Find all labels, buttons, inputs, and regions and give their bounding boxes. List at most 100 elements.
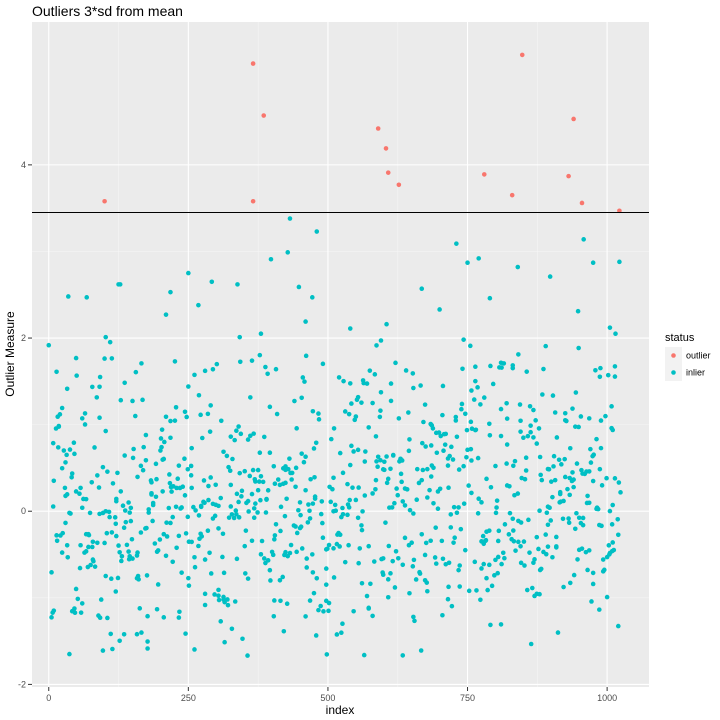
inlier-point (258, 552, 264, 557)
inlier-point (234, 491, 240, 497)
inlier-point (196, 392, 202, 398)
inlier-point (189, 485, 194, 491)
inlier-point (507, 510, 513, 516)
inlier-point (437, 307, 442, 312)
inlier-point (461, 337, 466, 342)
inlier-point (109, 530, 115, 535)
inlier-point (393, 549, 399, 554)
inlier-point (296, 284, 302, 290)
inlier-point (149, 480, 154, 485)
inlier-point (79, 505, 85, 511)
inlier-point (370, 491, 375, 496)
inlier-point (371, 559, 377, 564)
inlier-point (167, 480, 173, 486)
inlier-point (174, 545, 179, 551)
inlier-point (388, 398, 394, 404)
inlier-point (359, 523, 364, 528)
inlier-point (202, 557, 208, 562)
inlier-point (559, 462, 564, 467)
inlier-point (226, 464, 231, 470)
inlier-point (297, 525, 303, 531)
inlier-point (108, 576, 114, 581)
inlier-point (242, 468, 248, 474)
inlier-point (267, 567, 273, 573)
inlier-point (167, 472, 172, 477)
inlier-point (607, 508, 613, 514)
inlier-point (342, 559, 348, 565)
inlier-point (611, 547, 617, 553)
inlier-point (168, 520, 173, 526)
inlier-point (422, 402, 428, 407)
inlier-point (385, 476, 391, 482)
inlier-point (192, 564, 198, 570)
inlier-point (272, 598, 277, 603)
inlier-point (301, 459, 307, 465)
inlier-point (392, 585, 398, 590)
inlier-point (272, 533, 278, 538)
inlier-point (346, 411, 352, 417)
inlier-point (598, 445, 604, 451)
inlier-point (499, 365, 504, 370)
inlier-point (487, 562, 492, 568)
inlier-point (411, 385, 416, 391)
inlier-point (599, 523, 604, 529)
inlier-point (82, 411, 88, 416)
inlier-point (516, 352, 521, 357)
inlier-point (572, 526, 578, 532)
inlier-point (552, 410, 558, 415)
inlier-point (468, 343, 473, 349)
inlier-point (255, 510, 260, 515)
inlier-point (356, 485, 361, 490)
inlier-point (493, 510, 499, 516)
inlier-point (182, 493, 188, 498)
inlier-point (78, 610, 84, 615)
inlier-point (105, 469, 110, 474)
inlier-point (552, 477, 558, 483)
inlier-point (239, 494, 244, 499)
inlier-point (479, 500, 484, 505)
inlier-point (440, 412, 445, 418)
inlier-point (63, 520, 68, 526)
inlier-point (517, 402, 523, 407)
inlier-point (168, 418, 173, 424)
inlier-point (370, 400, 375, 406)
inlier-point (382, 467, 387, 473)
inlier-point (115, 575, 121, 581)
inlier-point (302, 379, 307, 384)
inlier-point (395, 492, 401, 498)
inlier-point (536, 546, 541, 552)
inlier-point (340, 505, 345, 511)
inlier-point (200, 435, 205, 441)
inlier-point (579, 546, 585, 551)
inlier-point (481, 561, 487, 567)
inlier-point (198, 503, 204, 509)
inlier-point (163, 553, 169, 559)
inlier-point (134, 631, 140, 637)
inlier-point (468, 419, 474, 425)
y-tick-label: 2 (21, 333, 26, 343)
inlier-point (140, 467, 146, 473)
inlier-point (548, 479, 554, 484)
inlier-point (411, 511, 416, 516)
inlier-point (209, 279, 215, 285)
inlier-point (504, 416, 510, 421)
inlier-point (605, 372, 611, 378)
inlier-point (206, 483, 211, 489)
inlier-point (414, 466, 420, 472)
inlier-point (550, 554, 555, 560)
inlier-point (490, 381, 496, 387)
inlier-point (339, 630, 344, 636)
inlier-point (483, 537, 489, 543)
inlier-point (73, 489, 79, 494)
inlier-point (212, 592, 217, 597)
inlier-point (278, 598, 283, 604)
inlier-point (318, 603, 323, 609)
inlier-point (155, 582, 161, 587)
inlier-point (135, 474, 140, 480)
inlier-point (479, 566, 484, 571)
inlier-point (265, 558, 271, 563)
inlier-point (160, 489, 165, 494)
inlier-point (232, 437, 237, 443)
inlier-point (117, 549, 122, 555)
